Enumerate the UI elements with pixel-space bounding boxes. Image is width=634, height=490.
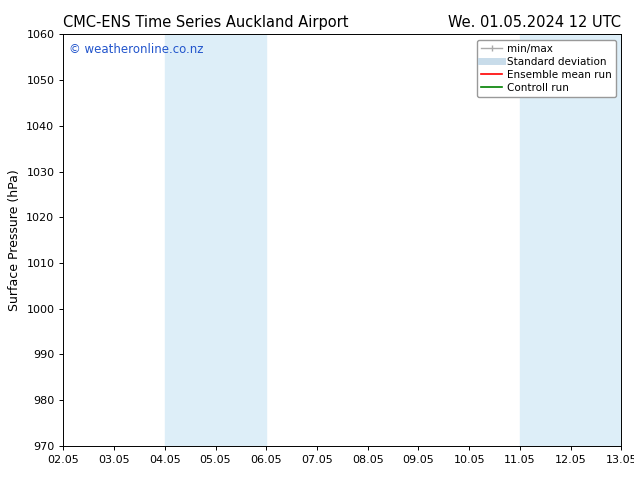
Bar bbox=[165, 34, 266, 446]
Text: CMC-ENS Time Series Auckland Airport: CMC-ENS Time Series Auckland Airport bbox=[63, 15, 349, 30]
Text: We. 01.05.2024 12 UTC: We. 01.05.2024 12 UTC bbox=[448, 15, 621, 30]
Text: © weatheronline.co.nz: © weatheronline.co.nz bbox=[69, 43, 204, 55]
Legend: min/max, Standard deviation, Ensemble mean run, Controll run: min/max, Standard deviation, Ensemble me… bbox=[477, 40, 616, 97]
Y-axis label: Surface Pressure (hPa): Surface Pressure (hPa) bbox=[8, 169, 21, 311]
Bar bbox=[520, 34, 621, 446]
